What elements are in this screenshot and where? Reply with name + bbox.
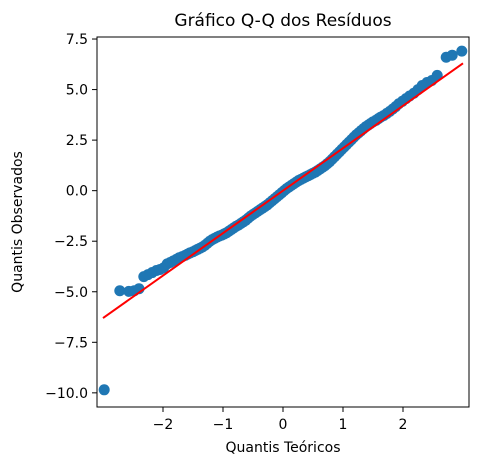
y-axis-label: Quantis Observados — [10, 151, 26, 293]
x-tick-label: 0 — [279, 417, 288, 433]
y-tick-label: 0.0 — [66, 184, 88, 200]
y-tick-label: −7.5 — [54, 335, 88, 351]
data-point — [446, 49, 458, 61]
y-tick-label: −2.5 — [54, 234, 88, 250]
data-point — [456, 45, 468, 57]
y-tick-label: 5.0 — [66, 83, 88, 99]
y-tick-label: −10.0 — [45, 386, 88, 402]
x-tick-label: 2 — [399, 417, 408, 433]
y-tick-label: 7.5 — [66, 32, 88, 48]
chart-title: Gráfico Q-Q dos Resíduos — [174, 11, 391, 31]
x-tick-label: −2 — [153, 417, 174, 433]
plot-layer — [98, 45, 468, 396]
x-axis-label: Quantis Teóricos — [225, 440, 340, 456]
data-point — [98, 384, 110, 396]
data-point — [114, 285, 126, 297]
data-point — [431, 69, 443, 81]
y-tick-label: −5.0 — [54, 285, 88, 301]
x-tick-label: 1 — [339, 417, 348, 433]
axis-layer: −2 −1 0 1 2 7.5 5.0 2.5 0.0 −2.5 −5.0 −7.5 −10.0 — [45, 32, 407, 433]
reference-line — [102, 62, 464, 319]
x-tick-label: −1 — [213, 417, 234, 433]
y-tick-label: 2.5 — [66, 133, 88, 149]
